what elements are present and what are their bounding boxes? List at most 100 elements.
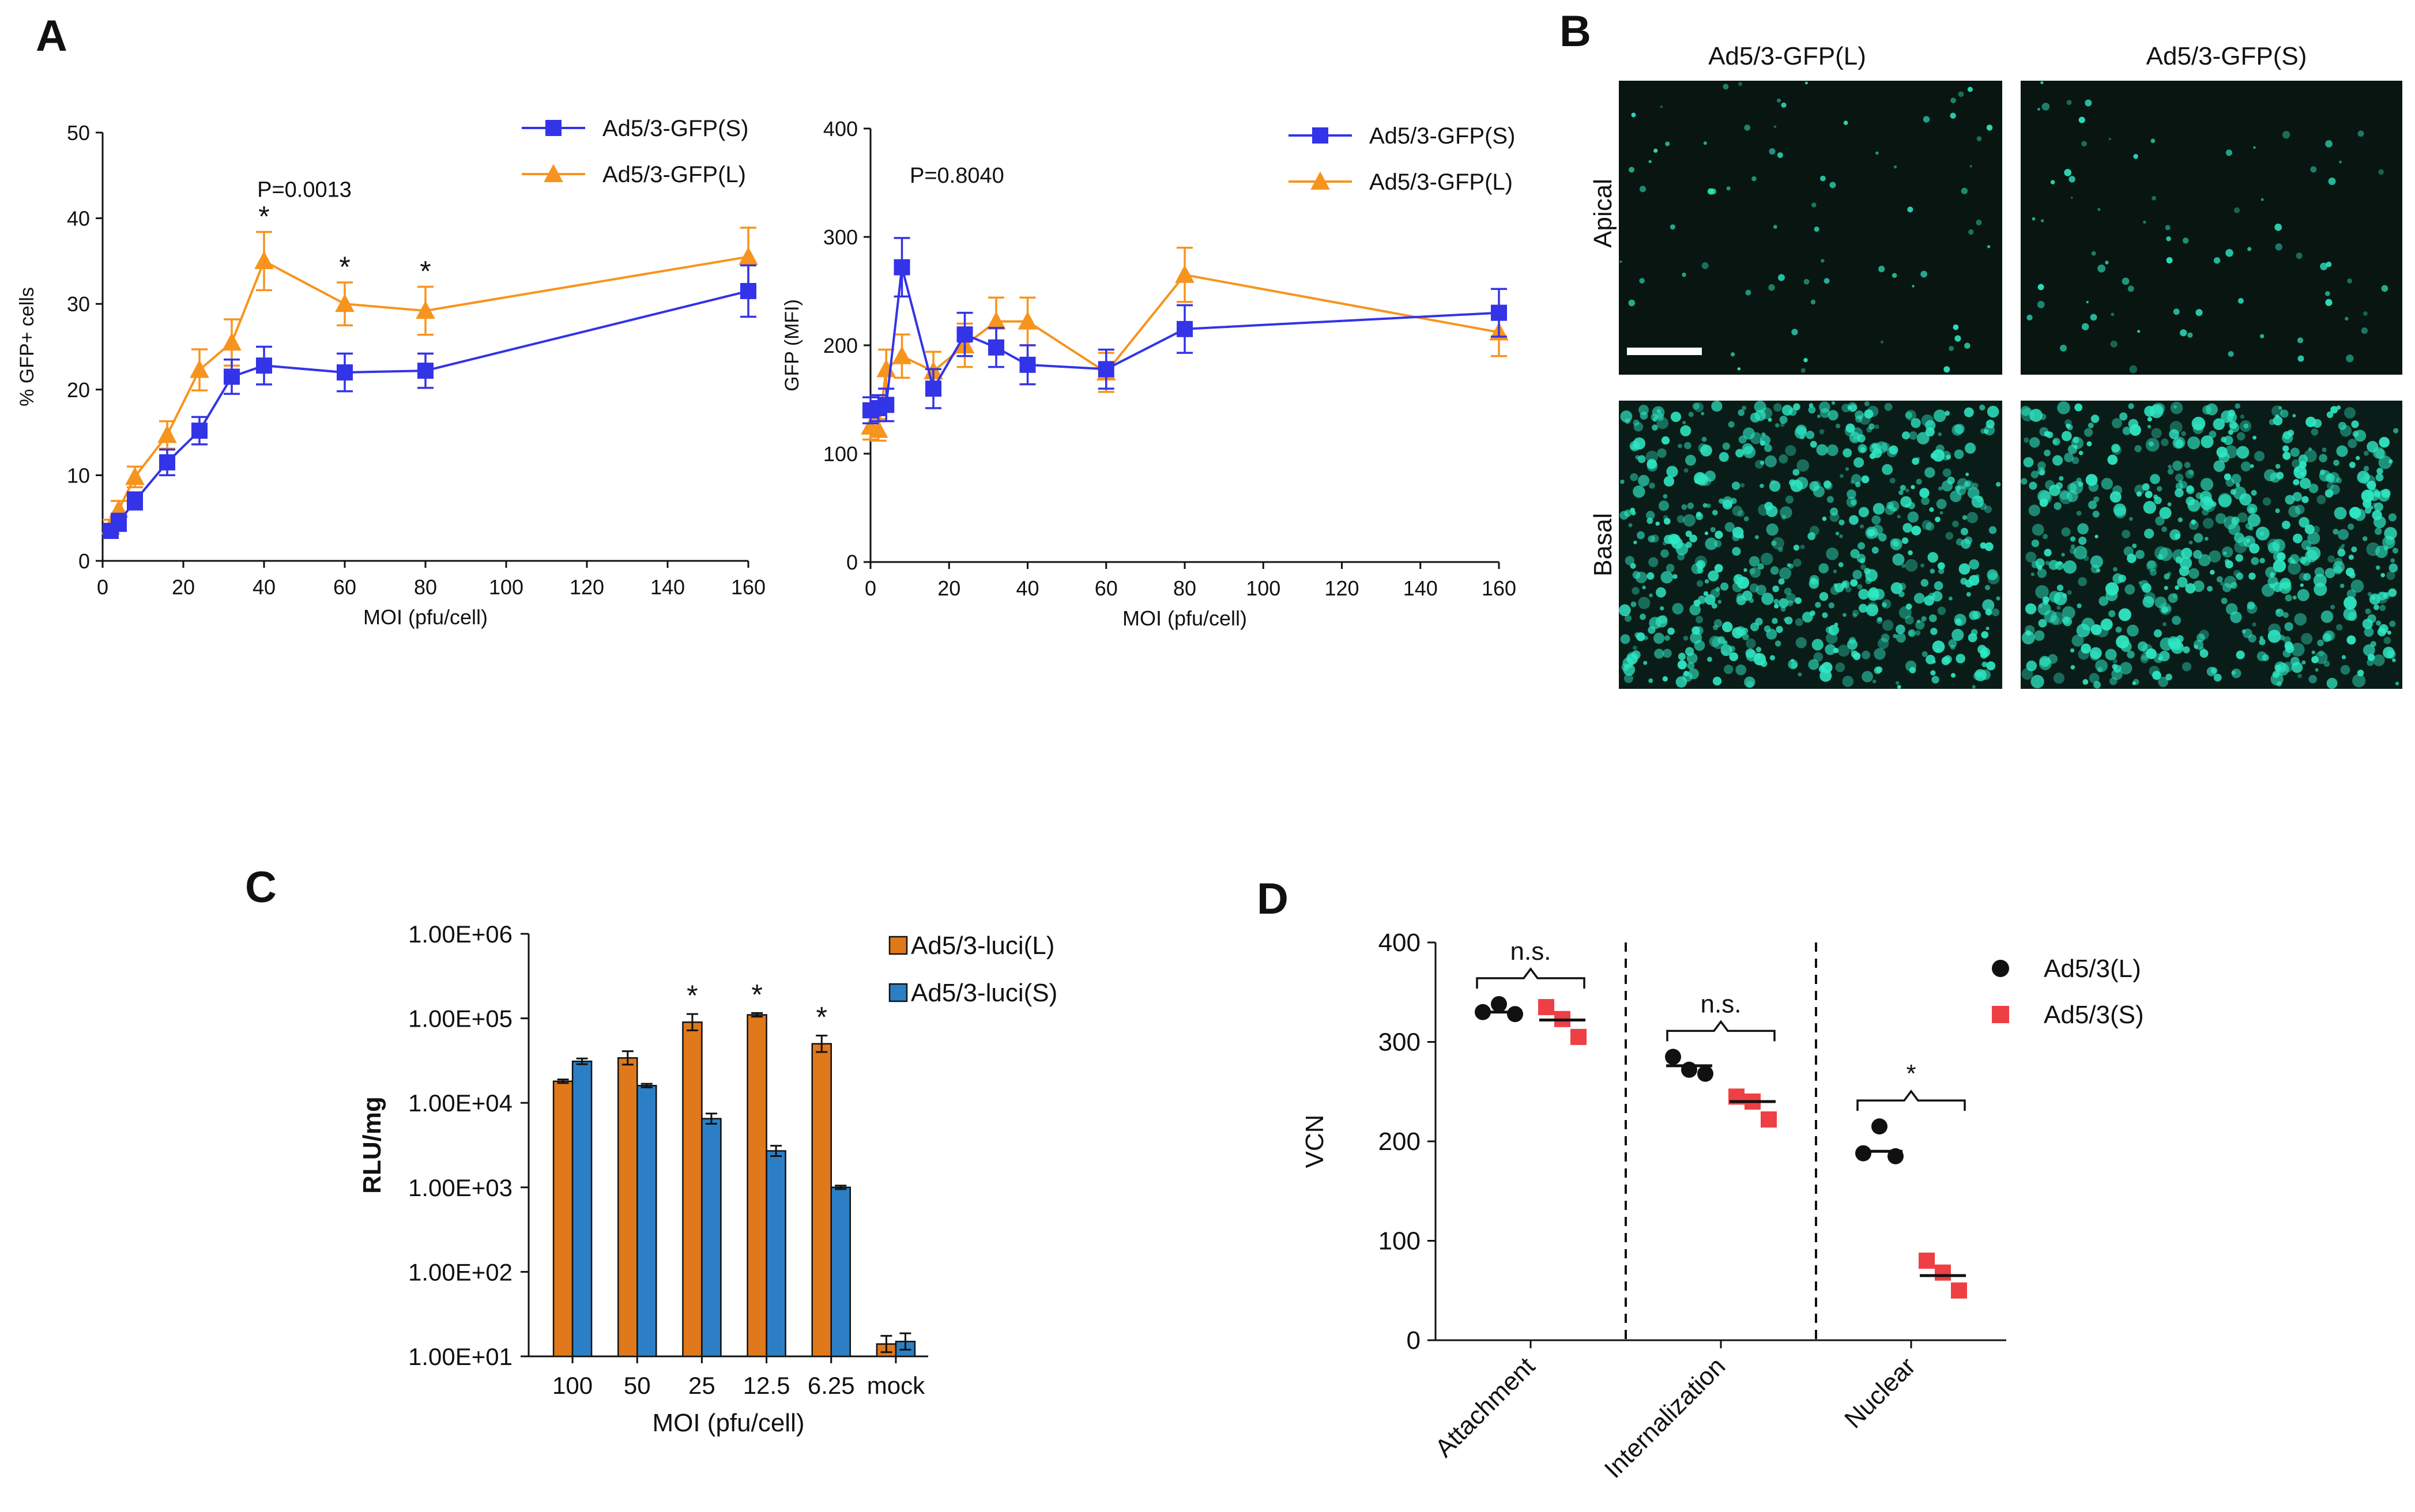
gfp-cell bbox=[1965, 481, 1971, 488]
gfp-cell bbox=[1901, 537, 1909, 544]
gfp-cell bbox=[1672, 603, 1684, 614]
gfp-cell bbox=[2215, 513, 2226, 524]
gfp-cell bbox=[2357, 669, 2364, 677]
gfp-cell bbox=[2297, 337, 2304, 344]
gfp-cell bbox=[2146, 648, 2157, 659]
gfp-cell bbox=[2129, 424, 2141, 436]
gfp-cell bbox=[1651, 413, 1659, 421]
gfp-cell bbox=[2376, 449, 2386, 459]
gfp-cell bbox=[2375, 565, 2380, 570]
gfp-cell bbox=[2235, 554, 2243, 562]
gfp-cell bbox=[2390, 558, 2395, 563]
gfp-cell bbox=[2175, 488, 2184, 497]
gfp-cell bbox=[1932, 640, 1945, 653]
gfp-cell bbox=[2067, 444, 2078, 454]
gfp-cell bbox=[1769, 480, 1781, 492]
gfp-cell bbox=[2231, 474, 2241, 484]
legend-marker bbox=[1310, 171, 1330, 190]
gfp-cell bbox=[1694, 402, 1704, 412]
gfp-cell bbox=[2364, 507, 2372, 514]
gfp-cell bbox=[2177, 517, 2183, 523]
legend-marker bbox=[1312, 127, 1328, 144]
gfp-cell bbox=[2323, 630, 2334, 641]
gfp-cell bbox=[1730, 352, 1735, 357]
gfp-cell bbox=[1911, 485, 1915, 489]
gfp-cell bbox=[2378, 169, 2384, 175]
gfp-cell bbox=[1882, 602, 1887, 608]
gfp-cell bbox=[1819, 591, 1829, 601]
gfp-cell bbox=[1945, 410, 1950, 416]
gfp-cell bbox=[1844, 426, 1855, 436]
gfp-cell bbox=[2169, 529, 2181, 541]
gfp-cell bbox=[1916, 619, 1921, 624]
gfp-cell bbox=[2369, 506, 2373, 510]
gfp-cell bbox=[2038, 619, 2047, 628]
legend-label: Ad5/3(L) bbox=[2044, 955, 2141, 983]
gfp-cell bbox=[1795, 618, 1803, 627]
gfp-cell bbox=[2236, 572, 2244, 580]
gfp-cell bbox=[2170, 401, 2183, 414]
gfp-cell bbox=[1976, 670, 1982, 677]
gfp-cell bbox=[2248, 572, 2256, 580]
gfp-cell bbox=[1722, 621, 1733, 632]
gfp-cell bbox=[2274, 223, 2282, 231]
gfp-cell bbox=[2111, 312, 2115, 316]
gfp-cell bbox=[2152, 670, 2161, 680]
gfp-cell bbox=[2172, 616, 2182, 625]
gfp-cell bbox=[1704, 579, 1709, 584]
gfp-cell bbox=[1949, 346, 1954, 352]
gfp-cell bbox=[1800, 368, 1806, 373]
gfp-cell bbox=[2256, 651, 2267, 661]
gfp-cell bbox=[2179, 557, 2192, 570]
gfp-cell bbox=[2109, 491, 2122, 503]
gfp-cell bbox=[1777, 152, 1783, 159]
gfp-cell bbox=[2030, 572, 2035, 576]
gfp-cell bbox=[2375, 527, 2382, 535]
legend-marker bbox=[1992, 960, 2009, 977]
gfp-cell bbox=[1687, 502, 1694, 510]
gfp-cell bbox=[1681, 504, 1687, 510]
gfp-cell bbox=[2350, 579, 2364, 593]
gfp-cell bbox=[2341, 655, 2346, 659]
gfp-cell bbox=[2293, 533, 2303, 544]
gfp-cell bbox=[2285, 495, 2295, 505]
x-tick-label: 140 bbox=[650, 575, 685, 599]
y-tick-label: 1.00E+06 bbox=[408, 921, 513, 948]
p-value-annotation: P=0.0013 bbox=[257, 178, 352, 202]
gfp-cell bbox=[2059, 489, 2070, 500]
gfp-cell bbox=[1823, 480, 1832, 488]
gfp-cell bbox=[1821, 259, 1825, 263]
gfp-cell bbox=[2037, 568, 2047, 578]
gfp-cell bbox=[1830, 586, 1840, 595]
gfp-cell bbox=[2236, 432, 2246, 441]
gfp-cell bbox=[1633, 419, 1640, 426]
gfp-cell bbox=[1935, 516, 1941, 522]
data-point bbox=[956, 326, 973, 343]
gfp-cell bbox=[2031, 539, 2040, 548]
gfp-cell bbox=[2292, 492, 2303, 502]
gfp-cell bbox=[1798, 672, 1802, 677]
gfp-cell bbox=[2038, 604, 2043, 608]
gfp-cell bbox=[2311, 655, 2319, 663]
gfp-cell bbox=[2225, 249, 2233, 257]
gfp-cell bbox=[2272, 538, 2286, 552]
gfp-cell bbox=[2070, 197, 2073, 199]
gfp-cell bbox=[2127, 624, 2139, 637]
gfp-cell bbox=[1632, 650, 1641, 659]
gfp-cell bbox=[1871, 546, 1879, 554]
gfp-cell bbox=[1795, 597, 1802, 604]
gfp-cell bbox=[2152, 195, 2157, 201]
gfp-cell bbox=[1996, 596, 2000, 601]
gfp-cell bbox=[2278, 406, 2282, 410]
gfp-cell bbox=[2166, 257, 2173, 264]
gfp-cell bbox=[2233, 532, 2244, 543]
gfp-cell bbox=[1911, 525, 1922, 536]
gfp-cell bbox=[1864, 401, 1870, 406]
gfp-cell bbox=[1830, 507, 1838, 516]
significance-bracket bbox=[1856, 1089, 1966, 1111]
gfp-cell bbox=[1904, 615, 1914, 625]
gfp-cell bbox=[1964, 342, 1971, 349]
gfp-cell bbox=[2141, 653, 2149, 661]
gfp-cell bbox=[1661, 436, 1670, 445]
gfp-cell bbox=[1682, 272, 1686, 277]
